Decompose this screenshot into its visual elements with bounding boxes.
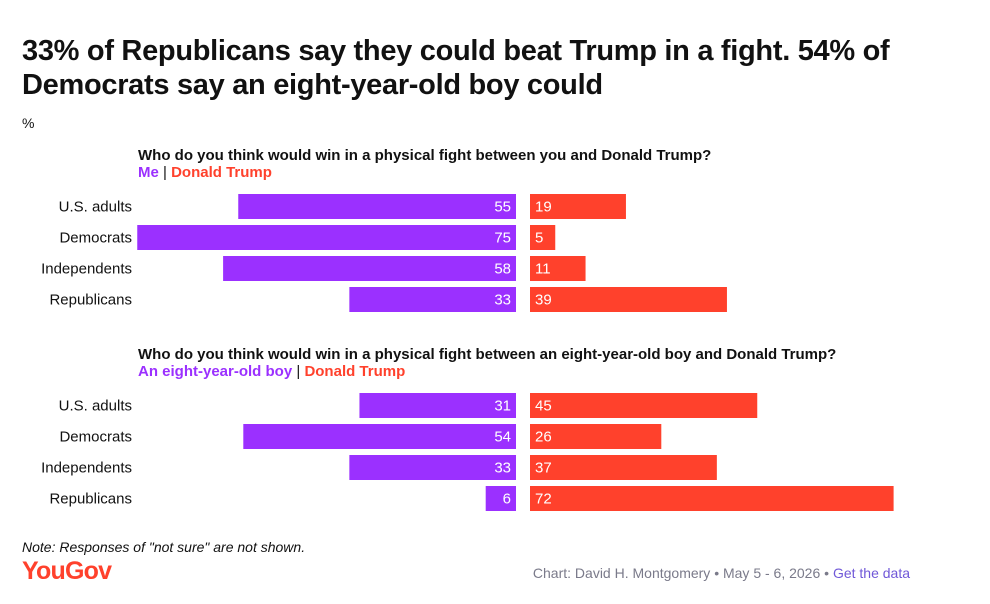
panel-2-question: Who do you think would win in a physical…: [138, 346, 837, 363]
bar-left-republicans: [349, 287, 516, 312]
value-label-left-republicans: 6: [503, 491, 511, 508]
bar-right-u-s-adults: [530, 194, 626, 219]
unit-label: %: [22, 115, 35, 131]
value-label-left-republicans: 33: [494, 292, 511, 309]
category-label-republicans: Republicans: [49, 491, 132, 508]
category-label-republicans: Republicans: [49, 292, 132, 309]
bar-right-u-s-adults: [530, 393, 758, 418]
legend-trump: Donald Trump: [171, 164, 272, 181]
bar-left-democrats: [243, 424, 517, 449]
value-label-left-independents: 33: [494, 460, 511, 477]
bar-right-independents: [530, 455, 717, 480]
value-label-right-democrats: 26: [535, 429, 552, 446]
yougov-logo: YouGov: [22, 557, 112, 585]
value-label-left-u-s-adults: 55: [494, 199, 511, 216]
category-label-independents: Independents: [41, 460, 132, 477]
value-label-right-u-s-adults: 19: [535, 199, 552, 216]
footnote: Note: Responses of "not sure" are not sh…: [22, 539, 306, 555]
category-label-democrats: Democrats: [59, 230, 132, 247]
legend-me: Me: [138, 164, 159, 181]
value-label-right-republicans: 39: [535, 292, 552, 309]
bar-left-republicans: [485, 486, 516, 511]
panel-1-legend: Me | Donald Trump: [138, 164, 272, 181]
legend-boy: An eight-year-old boy: [138, 363, 293, 380]
value-label-right-independents: 11: [535, 261, 551, 278]
bar-right-independents: [530, 256, 586, 281]
bar-left-democrats: [137, 225, 516, 250]
panel-1-question: Who do you think would win in a physical…: [138, 147, 712, 164]
chart-title: 33% of Republicans say they could beat T…: [22, 35, 890, 101]
value-label-left-independents: 58: [494, 261, 511, 278]
category-label-u-s-adults: U.S. adults: [59, 398, 132, 415]
bar-left-u-s-adults: [359, 393, 516, 418]
value-label-right-democrats: 5: [535, 230, 543, 247]
bar-right-democrats: [530, 225, 556, 250]
value-label-right-u-s-adults: 45: [535, 398, 552, 415]
value-label-left-democrats: 75: [494, 230, 511, 247]
legend-separator: |: [296, 363, 301, 380]
category-label-democrats: Democrats: [59, 429, 132, 446]
value-label-left-u-s-adults: 31: [494, 398, 511, 415]
bar-right-democrats: [530, 424, 662, 449]
credit-line: Chart: David H. Montgomery • May 5 - 6, …: [533, 565, 910, 581]
value-label-right-republicans: 72: [535, 491, 552, 508]
panel-2-legend: An eight-year-old boy | Donald Trump: [138, 363, 405, 380]
bar-left-independents: [349, 455, 516, 480]
bar-right-republicans: [530, 486, 894, 511]
category-label-u-s-adults: U.S. adults: [59, 199, 132, 216]
credit-text: Chart: David H. Montgomery • May 5 - 6, …: [532, 565, 830, 581]
legend-trump: Donald Trump: [304, 363, 406, 380]
bar-left-independents: [223, 256, 516, 281]
get-the-data-link[interactable]: Get the data: [832, 565, 910, 581]
category-label-independents: Independents: [41, 261, 132, 278]
value-label-right-independents: 37: [535, 460, 552, 477]
bar-left-u-s-adults: [238, 194, 516, 219]
bar-right-republicans: [530, 287, 727, 312]
value-label-left-democrats: 54: [494, 429, 511, 446]
legend-separator: |: [163, 164, 167, 181]
